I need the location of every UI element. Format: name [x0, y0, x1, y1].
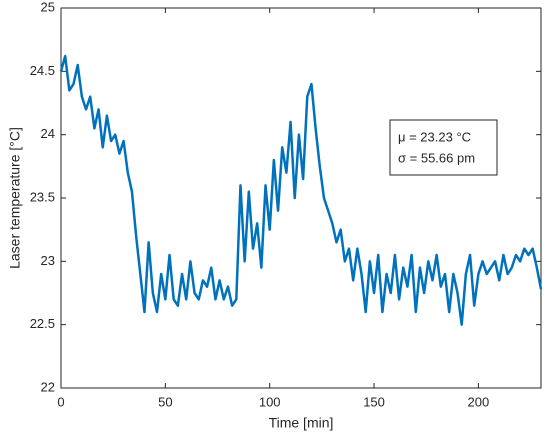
x-tick-label: 50: [158, 394, 172, 409]
annotation-text: μ = 23.23 °C: [398, 129, 471, 144]
y-tick-label: 22.5: [30, 316, 55, 331]
y-tick-label: 24.5: [30, 63, 55, 78]
x-tick-label: 150: [363, 394, 385, 409]
y-tick-label: 22: [41, 379, 55, 394]
annotation-text: σ = 55.66 pm: [398, 150, 475, 165]
x-axis-label: Time [min]: [269, 415, 334, 431]
y-tick-label: 23: [41, 253, 55, 268]
y-axis-label: Laser temperature [°C]: [7, 127, 23, 269]
y-tick-label: 23.5: [30, 189, 55, 204]
x-tick-label: 200: [468, 394, 490, 409]
data-line: [59, 54, 543, 326]
x-tick-label: 100: [259, 394, 281, 409]
x-tick-label: 0: [57, 394, 64, 409]
y-tick-label: 25: [41, 0, 55, 14]
annotation-box: [389, 119, 498, 176]
y-tick-label: 24: [41, 126, 55, 141]
